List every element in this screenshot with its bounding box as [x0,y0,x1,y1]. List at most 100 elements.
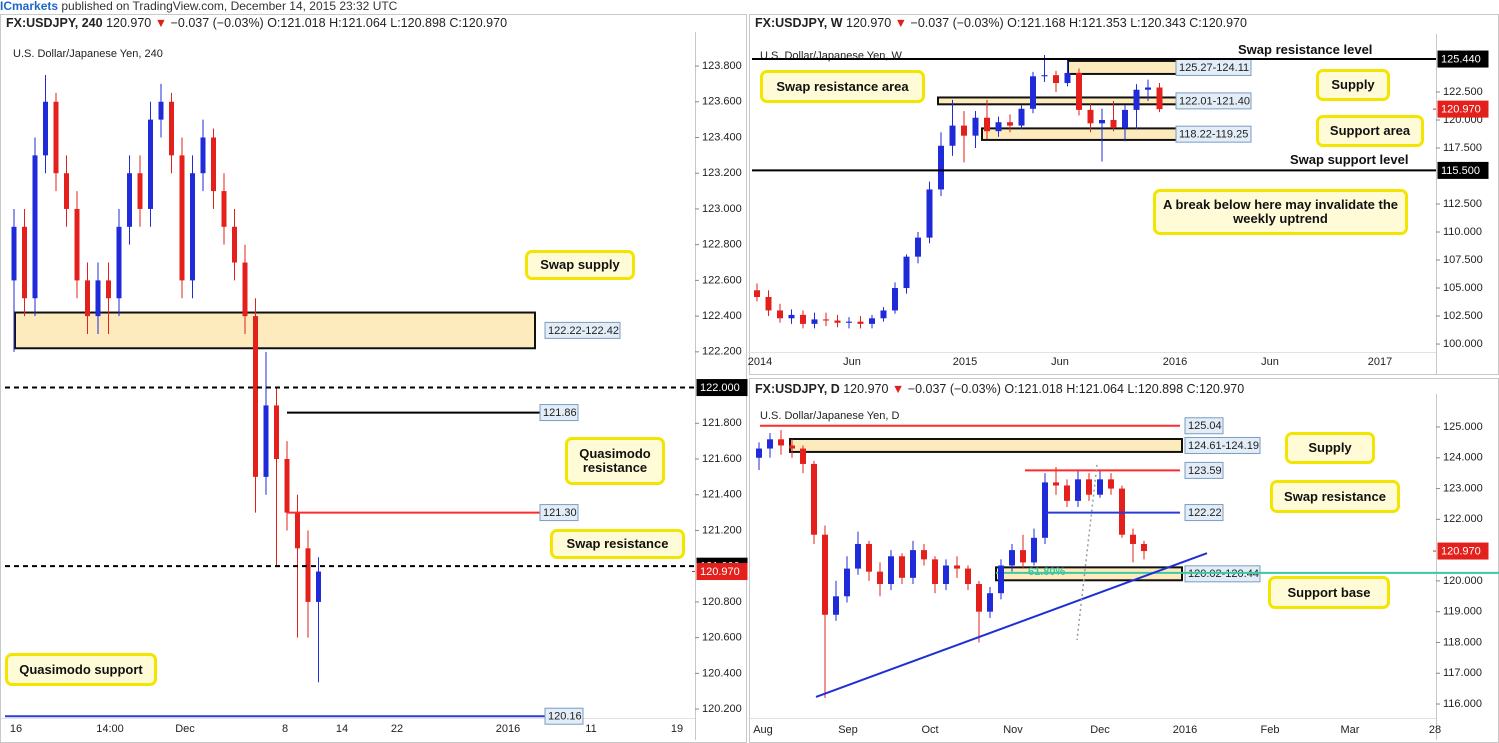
x-tick-label: Dec [175,723,195,735]
symbol-header: FX:USDJPY, W 120.970 ▼ −0.037 (−0.03%) O… [755,16,1247,30]
annotation: Swap resistance level [1238,42,1373,57]
zone-label-box [1175,92,1252,110]
candle-body [899,556,905,578]
candle-body [1064,72,1071,84]
ohlc-value: O:121.168 [1007,16,1066,30]
candle-body [127,173,132,227]
trend-line [815,552,1208,698]
last-price-box [696,563,748,581]
callout: Quasimodo resistance [565,437,665,485]
x-tick-label: 2017 [1368,356,1392,368]
callout: Quasimodo support [5,653,157,686]
candle-body [866,543,872,572]
y-tick-label: 120.200 [702,703,742,715]
level-label-box [1184,461,1224,479]
callout: Swap resistance area [760,70,925,103]
ohlc-value: L:120.898 [1127,382,1184,396]
candle-body [1086,479,1092,495]
candle-body [756,448,762,458]
candle-body [1053,75,1059,84]
ohlc-value: C:120.970 [1189,16,1247,30]
candle-body [1076,72,1082,110]
candle-body [844,568,850,597]
candle-body [754,290,760,297]
candle-body [869,318,875,324]
candle-body [888,556,894,584]
candle-body [211,137,216,192]
symbol-header: FX:USDJPY, D 120.970 ▼ −0.037 (−0.03%) O… [755,382,1244,396]
candle-body [972,117,979,136]
x-tick-label: 8 [282,723,288,735]
symbol: FX:USDJPY, 240 [6,16,103,30]
candle-body [855,543,861,569]
x-tick-label: 2015 [953,356,977,368]
candle-body [1156,87,1163,110]
candle-body [158,101,164,120]
level-label-box [544,707,584,725]
candle-body [253,316,258,477]
candle-body [1041,75,1048,77]
y-tick-label: 123.000 [1443,482,1483,494]
ohlc-value: H:121.064 [1066,382,1124,396]
candle-body [1141,543,1147,552]
candle-body [95,280,101,317]
candle-body [263,405,269,477]
candle-body [43,101,48,156]
y-tick-label: 120.800 [702,596,742,608]
x-tick-label: Jun [1051,356,1069,368]
candle-body [232,226,237,263]
y-tick-label: 123.600 [702,96,742,108]
y-tick-label: 120.000 [1443,575,1483,587]
y-tick-label: 121.400 [702,489,742,501]
publish-bar: ICmarkets published on TradingView.com, … [0,0,397,14]
x-tick-label: Nov [1003,724,1023,736]
level-label-box [1437,50,1489,68]
zone-label: 120.02-120.44 [1188,568,1259,580]
publisher[interactable]: ICmarkets [0,0,59,13]
candle-body [765,296,772,311]
y-tick-label: 110.000 [1443,226,1482,238]
candle-body [778,439,784,446]
candle-body [998,565,1004,594]
last-price: 120.970 [1441,104,1481,116]
candle-body [984,117,990,132]
candle-body [305,548,311,602]
supply-demand-zone [789,437,1183,453]
candle-body [846,321,852,323]
supply-demand-zone [14,311,536,350]
candle-body [85,280,90,317]
x-tick-label: Jun [1261,356,1279,368]
candle-body [106,280,111,299]
level-label-box [1184,504,1224,522]
zone-label: 122.01-121.40 [1179,95,1250,107]
trend-line [1076,464,1098,641]
candle-body [274,405,279,460]
zone-label: 124.61-124.19 [1188,440,1259,452]
y-tick-label: 120.600 [702,632,742,644]
level-label-box [539,404,579,422]
zone-label: 118.22-119.25 [1179,129,1248,141]
symbol: FX:USDJPY, D [755,382,840,396]
publish-info: published on TradingView.com, December 1… [61,0,398,13]
level-label: 122.22 [1188,507,1222,519]
candle-body [811,463,817,535]
y-tick-label: 122.600 [702,274,742,286]
x-tick-label: Oct [921,724,938,736]
callout: Swap supply [525,250,635,280]
candle-body [1031,537,1037,563]
callout: Supply [1285,432,1375,464]
candle-body [53,101,59,174]
candle-body [242,262,248,317]
chart-title: U.S. Dollar/Japanese Yen, 240 [13,48,163,60]
ohlc-value: L:120.343 [1130,16,1186,30]
change: −0.037 (−0.03%) [910,16,1004,30]
annotation: Swap support level [1290,152,1409,167]
chart-title: U.S. Dollar/Japanese Yen, W [760,50,902,62]
candle-body [1108,479,1114,489]
level-label-box [539,504,579,522]
y-tick-label: 123.400 [702,131,742,143]
candle-body [1099,119,1105,124]
y-tick-label: 120.400 [702,667,742,679]
